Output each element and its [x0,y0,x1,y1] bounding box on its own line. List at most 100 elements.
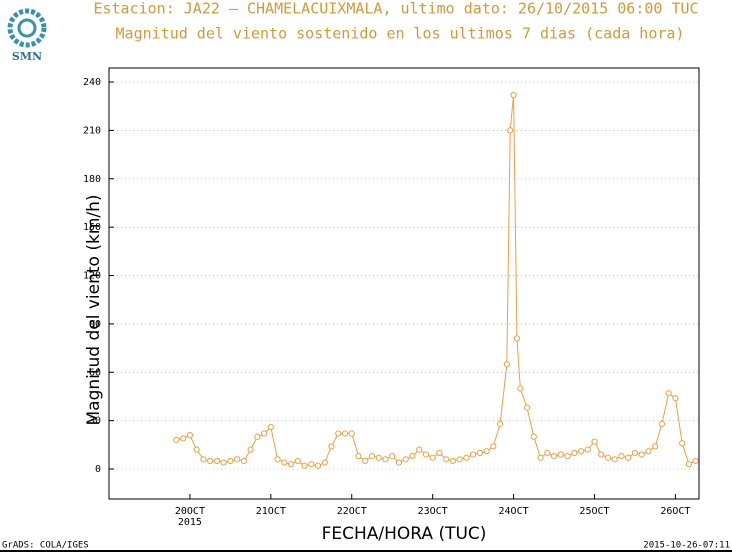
data-point [193,446,200,453]
data-point [449,457,456,465]
data-point [247,446,254,453]
data-point [631,449,639,456]
data-point [287,461,295,468]
data-point [422,451,430,458]
data-point [510,91,517,99]
data-point [375,454,382,461]
data-point [267,423,274,431]
data-point [672,394,679,402]
data-point [463,454,470,461]
x-tick-label: 25OCT [579,506,609,517]
data-point [456,456,463,463]
data-point [507,127,514,134]
data-point [274,456,281,463]
data-point [598,451,605,458]
data-point [490,443,497,450]
data-point [604,454,612,461]
data-point [240,457,247,465]
data-point [571,449,578,456]
data-point [368,453,376,460]
data-point [328,443,335,450]
chart-title: Estacion: JA22 — CHAMELACUIXMALA, ultimo… [93,0,698,18]
data-point [308,461,315,468]
data-point [483,448,490,455]
data-point [207,457,214,465]
data-point [638,451,645,458]
footer-left: GrADS: COLA/IGES [2,541,89,551]
data-point [429,454,436,461]
data-point [679,440,686,447]
data-point [557,451,564,458]
y-tick-label: 30 [89,416,101,427]
data-point [476,449,483,456]
data-point [537,454,544,461]
x-year-label: 2015 [178,517,202,528]
data-point [348,430,355,437]
data-point [402,456,409,463]
data-point [625,454,632,461]
data-point [213,457,220,465]
data-point [496,420,504,427]
x-tick-label: 23OCT [418,506,448,517]
data-point [234,456,241,463]
x-tick-label: 21OCT [256,506,286,517]
x-tick-label: 26OCT [660,506,690,517]
data-point [341,430,349,437]
data-point [260,430,268,437]
y-tick-label: 60 [89,367,101,378]
data-point [658,420,666,427]
chart-subtitle: Magnitud del viento sostenido en los ult… [116,25,685,43]
footer-right: 2015-10-26-07:11 [643,541,730,551]
data-point [294,457,301,465]
data-point [321,459,328,466]
data-point [186,432,194,439]
data-point [254,433,261,440]
data-point [611,456,618,463]
data-point [564,453,571,460]
data-point [355,453,362,460]
data-point [523,404,531,411]
logo: SMN [7,8,47,63]
data-point [443,456,450,463]
y-tick-label: 210 [83,125,101,136]
logo-text: SMN [12,50,42,63]
data-point [645,448,652,455]
data-point [409,453,416,460]
x-tick-label: 22OCT [337,506,367,517]
x-axis-label: FECHA/HORA (TUC) [322,524,487,544]
data-point [220,459,227,466]
data-point [544,449,551,456]
data-point [362,457,369,465]
data-point [530,433,537,440]
x-tick-label: 24OCT [499,506,529,517]
data-point [173,436,180,444]
y-tick-label: 180 [83,174,101,185]
data-point [618,453,625,460]
data-point [685,461,692,468]
data-point [692,457,699,465]
plot-frame [108,67,700,500]
data-point [517,385,524,392]
data-point [314,462,322,469]
data-point [591,438,598,445]
data-point [389,453,396,460]
y-tick-label: 120 [83,271,101,282]
y-tick-label: 0 [95,464,101,475]
data-point [382,456,389,463]
data-point [550,453,558,460]
data-point [281,459,288,466]
data-point [665,390,672,397]
y-axis-label: Magnitud del viento (km/h) [84,194,104,425]
data-point [577,448,585,455]
logo-ring [7,8,47,48]
data-point [416,446,423,453]
data-point [652,443,659,450]
data-point [180,435,187,442]
data-point [395,459,403,466]
data-point [470,451,477,458]
data-point [503,361,510,368]
data-point [200,456,207,463]
data-point [584,446,591,453]
y-tick-label: 150 [83,222,101,233]
